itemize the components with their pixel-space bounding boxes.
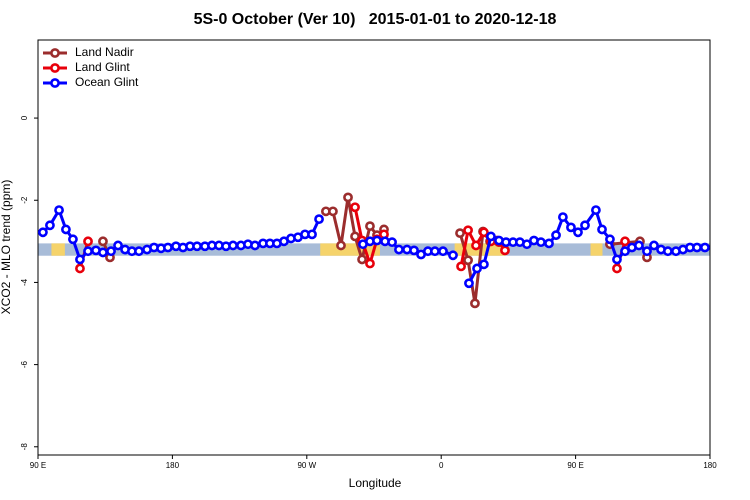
- data-point: [662, 246, 673, 257]
- highlight-region: [590, 243, 603, 256]
- data-point: [328, 206, 338, 217]
- data-point: [75, 254, 85, 265]
- data-point: [464, 278, 474, 289]
- x-tick-label: 0: [439, 461, 444, 470]
- data-point: [307, 229, 317, 240]
- data-point: [228, 240, 238, 251]
- legend-label: Land Nadir: [75, 45, 134, 59]
- data-point: [106, 246, 116, 257]
- x-tick-label: 180: [703, 461, 717, 470]
- data-point: [456, 261, 466, 272]
- data-point: [479, 259, 489, 270]
- data-point: [551, 230, 561, 241]
- data-point: [448, 250, 458, 261]
- data-point: [573, 227, 583, 238]
- legend-swatch-marker: [50, 48, 60, 58]
- data-point: [620, 236, 630, 247]
- data-point: [692, 242, 702, 253]
- data-point: [98, 247, 108, 258]
- data-point: [597, 224, 607, 235]
- data-point: [438, 246, 448, 257]
- legend-label: Land Glint: [75, 60, 130, 74]
- data-point: [479, 227, 489, 238]
- data-point: [486, 231, 496, 242]
- data-point: [387, 237, 397, 248]
- data-point: [343, 192, 353, 203]
- legend-swatch-marker: [50, 78, 60, 88]
- data-point: [45, 220, 55, 231]
- data-point: [455, 228, 465, 239]
- data-point: [336, 240, 346, 251]
- data-point: [536, 237, 546, 248]
- legend-label: Ocean Glint: [75, 75, 139, 89]
- y-tick-label: -4: [20, 278, 29, 286]
- data-point: [314, 214, 324, 225]
- data-point: [163, 242, 173, 253]
- data-point: [75, 263, 85, 274]
- data-point: [372, 235, 382, 246]
- data-point: [472, 263, 482, 274]
- data-point: [470, 298, 480, 309]
- data-point: [612, 263, 622, 274]
- data-point: [350, 202, 360, 213]
- data-point: [83, 236, 93, 247]
- x-axis-label: Longitude: [349, 476, 402, 490]
- x-tick-label: 180: [166, 461, 180, 470]
- data-point: [544, 238, 554, 249]
- data-point: [522, 239, 532, 250]
- data-point: [365, 258, 375, 269]
- data-point: [192, 241, 202, 252]
- data-point: [54, 205, 64, 216]
- data-point: [98, 236, 108, 247]
- data-point: [83, 246, 93, 257]
- data-point: [365, 221, 375, 232]
- data-point: [580, 220, 590, 231]
- data-point: [134, 246, 144, 257]
- data-point: [500, 245, 510, 256]
- data-point: [350, 231, 360, 242]
- data-point: [700, 242, 710, 253]
- data-point: [612, 254, 622, 265]
- data-point: [357, 254, 367, 265]
- data-point: [113, 240, 123, 251]
- y-tick-label: -8: [20, 443, 29, 451]
- data-point: [394, 244, 404, 255]
- data-point: [620, 246, 630, 257]
- data-point: [463, 255, 473, 266]
- y-tick-label: -6: [20, 361, 29, 369]
- y-axis-label: XCO2 - MLO trend (ppm): [0, 180, 13, 315]
- data-point: [409, 245, 419, 256]
- data-point: [642, 246, 652, 257]
- data-point: [38, 227, 48, 238]
- data-point: [649, 240, 659, 251]
- data-point: [605, 234, 615, 245]
- data-point: [634, 240, 644, 251]
- x-tick-label: 90 E: [30, 461, 46, 470]
- plot-frame: [37, 39, 711, 456]
- x-tick-label: 90 W: [297, 461, 316, 470]
- data-point: [591, 205, 601, 216]
- chart-title: 5S-0 October (Ver 10) 2015-01-01 to 2020…: [194, 11, 557, 28]
- y-tick-label: -2: [20, 196, 29, 204]
- data-point: [566, 222, 576, 233]
- x-tick-label: 90 E: [567, 461, 583, 470]
- data-point: [250, 240, 260, 251]
- data-point: [430, 246, 440, 257]
- y-tick-label: 0: [20, 115, 29, 120]
- data-point: [558, 212, 568, 222]
- data-point: [471, 240, 481, 251]
- data-point: [68, 234, 78, 245]
- legend-swatch-marker: [50, 63, 60, 73]
- data-point: [61, 224, 71, 235]
- highlight-region: [51, 243, 65, 256]
- data-point: [463, 225, 473, 236]
